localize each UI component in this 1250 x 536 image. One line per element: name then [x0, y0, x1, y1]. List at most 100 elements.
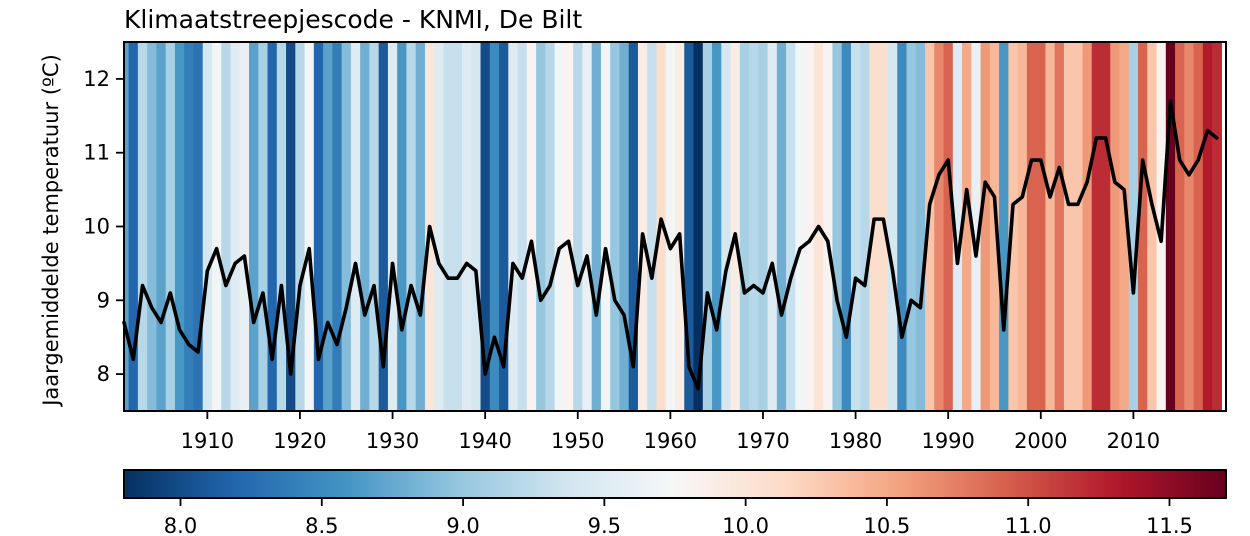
stripe-1981	[860, 42, 871, 411]
stripe-1939	[471, 42, 482, 411]
stripe-1954	[610, 42, 621, 411]
colorbar-tick-label: 9.5	[588, 514, 621, 536]
stripe-1948	[554, 42, 565, 411]
stripe-1980	[850, 42, 861, 411]
stripe-1901	[124, 42, 130, 411]
stripe-1950	[573, 42, 583, 411]
y-tick-label: 9	[97, 288, 110, 312]
colorbar-tick-label: 9.0	[446, 514, 479, 536]
stripe-1941	[489, 42, 500, 411]
stripe-1909	[193, 42, 204, 411]
stripe-1987	[915, 42, 926, 411]
stripe-1993	[971, 42, 982, 411]
stripe-1918	[276, 42, 287, 411]
y-tick-label: 12	[83, 67, 110, 91]
y-tick-label: 10	[83, 215, 110, 239]
stripe-1956	[628, 42, 639, 411]
stripe-1963	[693, 42, 704, 411]
stripe-1994	[980, 42, 991, 411]
stripe-1953	[600, 42, 611, 411]
stripe-1972	[776, 42, 787, 411]
stripe-1989	[934, 42, 945, 411]
stripe-2006	[1091, 42, 1102, 411]
stripe-1930	[387, 42, 398, 411]
stripe-1937	[452, 42, 463, 411]
colorbar-tick-label: 11.0	[1005, 514, 1052, 536]
stripe-1908	[184, 42, 195, 411]
stripe-1991	[952, 42, 963, 411]
stripe-1945	[526, 42, 537, 411]
y-tick-label: 8	[97, 362, 110, 386]
x-tick-label: 2010	[1107, 429, 1160, 453]
stripe-2018	[1202, 42, 1213, 411]
stripe-1924	[332, 42, 343, 411]
stripe-1944	[517, 42, 528, 411]
colorbar-tick-label: 10.5	[864, 514, 911, 536]
colorbar-tick-label: 8.5	[305, 514, 338, 536]
stripe-1977	[823, 42, 834, 411]
stripe-2015	[1175, 42, 1185, 411]
stripe-2000	[1036, 42, 1047, 411]
stripe-1931	[397, 42, 408, 411]
stripe-2016	[1184, 42, 1195, 411]
stripe-1961	[675, 42, 685, 411]
x-tick-label: 1950	[551, 429, 604, 453]
y-tick-label: 11	[83, 141, 110, 165]
stripe-1986	[906, 42, 917, 411]
stripe-1990	[943, 42, 954, 411]
stripe-1998	[1017, 42, 1028, 411]
stripe-1969	[749, 42, 759, 411]
stripe-2007	[1100, 42, 1111, 411]
stripe-1910	[202, 42, 213, 411]
stripe-1933	[415, 42, 426, 411]
stripe-1916	[258, 42, 269, 411]
colorbar-gradient	[123, 469, 1227, 499]
stripe-1904	[147, 42, 158, 411]
stripe-2012	[1147, 42, 1158, 411]
stripe-1927	[360, 42, 371, 411]
y-axis-label: Jaargemiddelde temperatuur (ºC)	[39, 54, 63, 408]
stripe-1917	[267, 42, 278, 411]
stripe-1942	[499, 42, 509, 411]
stripe-2005	[1082, 42, 1093, 411]
stripe-1979	[841, 42, 852, 411]
x-tick-label: 1980	[829, 429, 882, 453]
stripe-1971	[767, 42, 778, 411]
stripe-2014	[1165, 42, 1176, 411]
x-tick-label: 1990	[921, 429, 974, 453]
x-tick-label: 1940	[458, 429, 511, 453]
stripe-2004	[1073, 42, 1084, 411]
stripe-1913	[230, 42, 241, 411]
stripe-1955	[619, 42, 630, 411]
y-axis: 8 9 10 11 12	[83, 67, 124, 386]
stripe-1997	[1008, 42, 1019, 411]
temperature-line	[122, 99, 1219, 391]
stripe-1965	[712, 42, 722, 411]
stripe-1960	[665, 42, 676, 411]
stripe-1911	[211, 42, 222, 411]
stripe-1943	[508, 42, 519, 411]
stripe-1951	[582, 42, 593, 411]
stripe-1947	[545, 42, 556, 411]
stripe-1929	[378, 42, 389, 411]
stripe-1962	[684, 42, 695, 411]
stripe-1966	[721, 42, 732, 411]
stripe-1921	[304, 42, 315, 411]
stripe-1975	[804, 42, 815, 411]
stripe-1968	[739, 42, 750, 411]
stripe-2017	[1193, 42, 1204, 411]
stripe-1919	[286, 42, 296, 411]
stripe-1907	[174, 42, 185, 411]
stripe-1940	[480, 42, 491, 411]
stripe-1957	[637, 42, 648, 411]
stripe-1925	[341, 42, 352, 411]
stripe-1905	[156, 42, 167, 411]
x-tick-label: 1970	[736, 429, 789, 453]
x-axis: 1910 1920 1930 1940 1950 1960 1970 1980 1990 2000…	[181, 411, 1160, 453]
stripe-1932	[406, 42, 417, 411]
stripe-1912	[221, 42, 232, 411]
stripe-1903	[137, 42, 148, 411]
colorbar-tick-label: 8.0	[164, 514, 197, 536]
chart-title: Klimaatstreepjescode - KNMI, De Bilt	[124, 5, 582, 34]
stripe-1984	[887, 42, 898, 411]
